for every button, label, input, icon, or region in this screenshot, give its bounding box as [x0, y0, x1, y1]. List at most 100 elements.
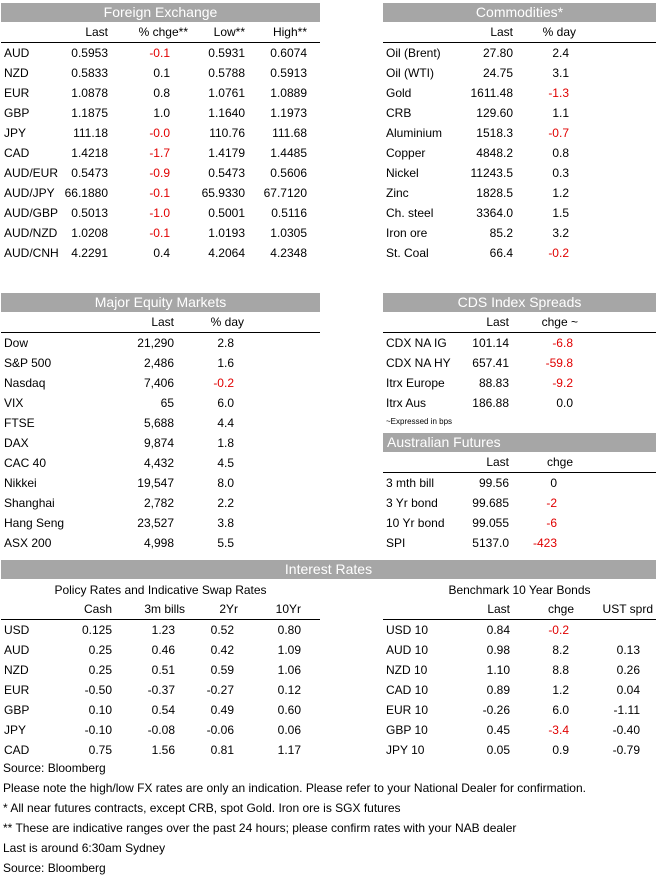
fx-high: 0.5116	[271, 206, 307, 220]
equity-row: Dow 21,290 2.8	[1, 333, 320, 353]
bond-ust: 0.13	[616, 643, 640, 657]
fx-low: 4.2064	[208, 246, 245, 260]
equity-day: 6.0	[217, 396, 234, 410]
equity-last: 9,874	[143, 436, 174, 450]
bond-row: USD 10 0.84 -0.2	[383, 620, 656, 640]
policy-row: JPY -0.10 -0.08 -0.06 0.06	[1, 720, 320, 740]
bonds-header-row: Last chge UST sprd	[383, 599, 656, 620]
commodity-day: -1.3	[548, 86, 569, 100]
fx-last: 111.18	[73, 126, 108, 140]
fx-chge: 0.8	[153, 86, 170, 100]
fx-last: 1.4218	[71, 146, 108, 160]
policy-currency: JPY	[4, 723, 27, 737]
equity-index: Hang Seng	[4, 516, 65, 530]
fx-currency: AUD/GBP	[4, 206, 59, 220]
equity-row: Nasdaq 7,406 -0.2	[1, 373, 320, 393]
cds-row: CDX NA HY 657.41 -59.8	[383, 353, 656, 373]
commodities-panel: Commodities* Last % day Oil (Brent) 27.80…	[383, 3, 656, 263]
rates-title: Interest Rates	[1, 560, 656, 579]
cds-last: 186.88	[472, 396, 509, 410]
bond-chge: 8.8	[552, 663, 569, 677]
futures-row: 10 Yr bond 99.055 -6	[383, 513, 656, 533]
policy-header-cash: Cash	[83, 602, 112, 616]
futures-row: SPI 5137.0 -423	[383, 533, 656, 553]
commodity-day: 3.2	[552, 226, 569, 240]
fx-row: CAD 1.4218 -1.7 1.4179 1.4485	[1, 143, 320, 163]
commodity-name: Zinc	[386, 186, 409, 200]
fx-row: AUD 0.5953 -0.1 0.5931 0.6074	[1, 43, 320, 63]
policy-currency: EUR	[4, 683, 30, 697]
cds-chge: -6.8	[552, 336, 573, 350]
fx-header-high: High**	[272, 25, 307, 39]
policy-10yr: 0.60	[277, 703, 301, 717]
commodities-header-last: Last	[490, 25, 513, 39]
policy-row: AUD 0.25 0.46 0.42 1.09	[1, 640, 320, 660]
bond-last: -0.26	[482, 703, 510, 717]
futures-last: 99.685	[472, 496, 509, 510]
fx-currency: CAD	[4, 146, 30, 160]
equity-day: 1.8	[217, 436, 234, 450]
policy-currency: GBP	[4, 703, 30, 717]
policy-3m: 0.54	[151, 703, 175, 717]
cds-last: 88.83	[478, 376, 509, 390]
cds-header-chge: chge ~	[541, 315, 578, 329]
policy-10yr: 1.06	[277, 663, 301, 677]
commodity-row: Copper 4848.2 0.8	[383, 143, 656, 163]
futures-contract: 3 mth bill	[386, 476, 435, 490]
policy-header-3m: 3m bills	[144, 602, 185, 616]
futures-row: 3 mth bill 99.56 0	[383, 473, 656, 493]
fx-low: 0.5788	[208, 66, 245, 80]
fx-last: 1.0208	[71, 226, 108, 240]
equity-index: Shanghai	[4, 496, 55, 510]
equity-row: Shanghai 2,782 2.2	[1, 493, 320, 513]
cds-title: CDS Index Spreads	[383, 293, 656, 312]
equity-index: ASX 200	[4, 536, 52, 550]
cds-chge: -9.2	[552, 376, 573, 390]
cds-last: 657.41	[472, 356, 509, 370]
bond-last: 0.05	[486, 743, 510, 757]
commodity-last: 1611.48	[470, 86, 514, 100]
commodity-last: 1828.5	[476, 186, 513, 200]
cds-row: CDX NA IG 101.14 -6.8	[383, 333, 656, 353]
fx-low: 0.5931	[208, 46, 245, 60]
equity-last: 2,486	[143, 356, 174, 370]
cds-index: Itrx Aus	[386, 396, 427, 410]
equity-day: 2.8	[217, 336, 234, 350]
fx-panel: Foreign Exchange Last % chge** Low** Hig…	[1, 3, 320, 263]
fx-rows: AUD 0.5953 -0.1 0.5931 0.6074 NZD 0.5833 0.1 0.5…	[1, 43, 320, 263]
bond-row: GBP 10 0.45 -3.4 -0.40	[383, 720, 656, 740]
fx-low: 65.9330	[201, 186, 245, 200]
fx-low: 1.1640	[208, 106, 245, 120]
fx-low: 0.5001	[208, 206, 245, 220]
commodity-name: Aluminium	[386, 126, 443, 140]
footnote-source-2: Source: Bloomberg	[3, 861, 106, 875]
equity-day: 3.8	[217, 516, 234, 530]
commodity-last: 1518.3	[476, 126, 513, 140]
cds-index: Itrx Europe	[386, 376, 445, 390]
futures-rows: 3 mth bill 99.56 0 3 Yr bond 99.685 -2 10 Yr b…	[383, 473, 656, 553]
futures-title: Australian Futures	[383, 433, 656, 452]
futures-header-chge: chge	[546, 455, 573, 469]
policy-row: USD 0.125 1.23 0.52 0.80	[1, 620, 320, 640]
equity-last: 2,782	[143, 496, 174, 510]
equity-last: 19,547	[137, 476, 174, 490]
fx-row: NZD 0.5833 0.1 0.5788 0.5913	[1, 63, 320, 83]
policy-currency: NZD	[4, 663, 29, 677]
commodity-last: 85.2	[489, 226, 513, 240]
fx-low: 1.4179	[208, 146, 245, 160]
fx-row: GBP 1.1875 1.0 1.1640 1.1973	[1, 103, 320, 123]
fx-currency: JPY	[4, 126, 27, 140]
policy-currency: CAD	[4, 743, 30, 757]
equity-day: 8.0	[217, 476, 234, 490]
policy-10yr: 0.12	[277, 683, 301, 697]
equity-panel: Major Equity Markets Last % day Dow 21,29…	[1, 293, 320, 553]
equity-last: 7,406	[143, 376, 174, 390]
fx-low: 1.0193	[208, 226, 245, 240]
futures-contract: 10 Yr bond	[386, 516, 445, 530]
commodity-last: 66.4	[489, 246, 513, 260]
fx-chge: -0.1	[149, 186, 170, 200]
equity-index: VIX	[4, 396, 24, 410]
fx-high: 0.5913	[270, 66, 307, 80]
bond-ust: -1.11	[613, 703, 640, 717]
commodities-rows: Oil (Brent) 27.80 2.4 Oil (WTI) 24.75 3.1 Gold…	[383, 43, 656, 263]
